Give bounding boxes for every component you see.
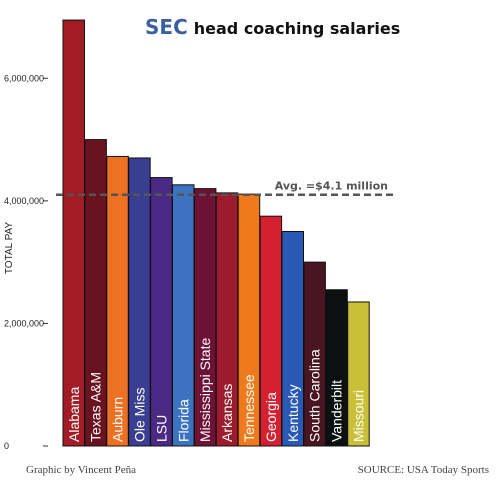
bar-category-label: Auburn [110,397,126,442]
bar-category-label: Vanderbilt [329,380,345,442]
y-axis-label: TOTAL PAY [4,222,15,275]
chart-title-highlight: SEC [145,15,188,39]
bar-category-label: Mississippi State [197,338,213,442]
y-tick-label: 4,000,000 [4,196,44,206]
bar-category-label: Texas A&M [88,372,104,442]
source-text: SOURCE: USA Today Sports [357,464,489,476]
bar [150,177,173,447]
bar-category-label: Florida [175,399,191,442]
bar-category-label: LSU [153,415,169,442]
bar-category-label: Kentucky [285,384,301,442]
chart-title: SEC head coaching salaries [145,15,400,39]
y-axis: 0 2,000,000 4,000,000 6,000,000 [4,73,48,451]
y-tick-label: 0 [4,441,9,451]
y-tick-label: 2,000,000 [4,318,44,328]
bar-category-label: Georgia [263,392,279,442]
bar [62,19,85,447]
bar-category-label: Tennessee [241,374,257,442]
bar-category-label: South Carolina [307,349,323,442]
y-tick-label: 6,000,000 [4,73,44,83]
bar [347,301,370,447]
average-label: Avg. =$4.1 million [275,180,388,193]
bar-labels: Alabama Texas A&M Auburn Ole Miss LSU Florida… [66,338,367,442]
bar-category-label: Missouri [350,390,366,442]
credit-text: Graphic by Vincent Peña [26,464,137,476]
bar-category-label: Ole Miss [131,388,147,442]
chart-title-rest: head coaching salaries [194,19,400,38]
bar-category-label: Alabama [66,387,82,442]
bar-category-label: Arkansas [219,384,235,442]
bars [62,19,370,447]
